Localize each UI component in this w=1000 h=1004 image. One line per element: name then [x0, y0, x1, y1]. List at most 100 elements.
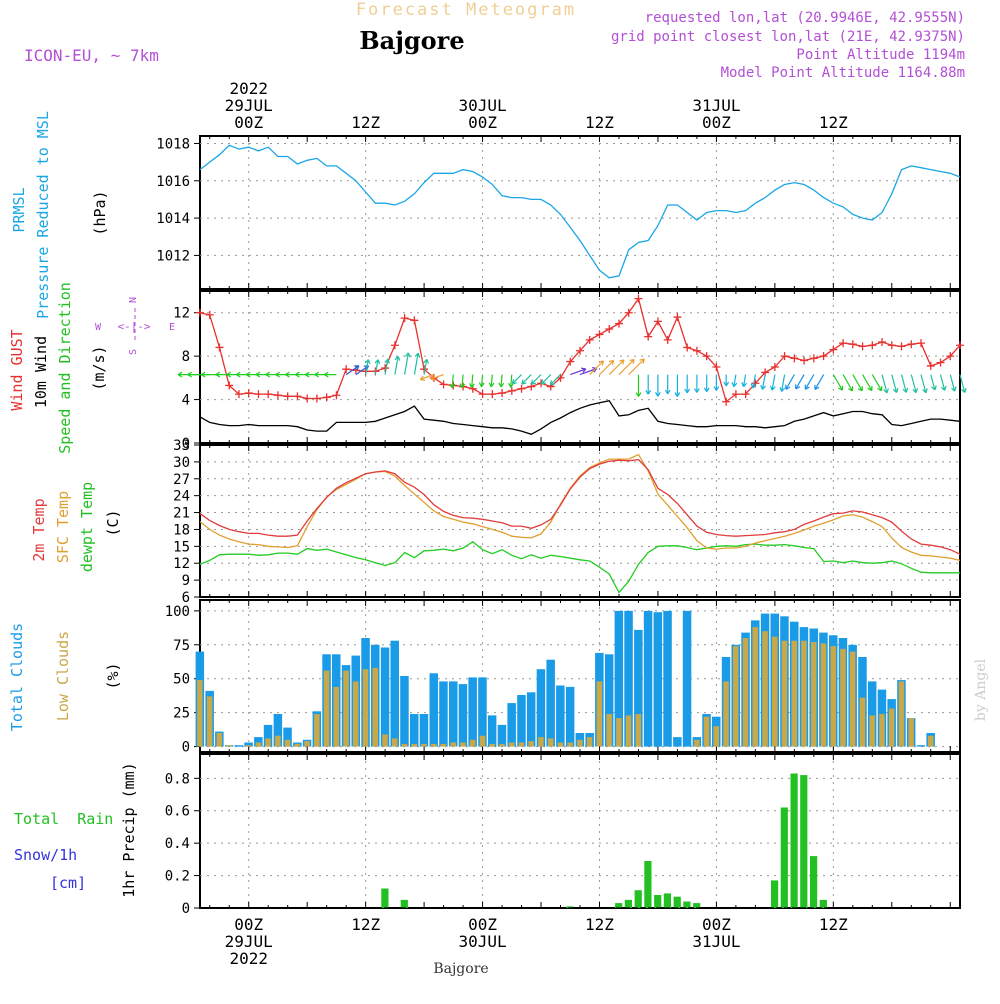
time-label-top: 00Z [234, 113, 263, 132]
gust-marker [741, 390, 750, 399]
gust-marker [264, 390, 273, 399]
cloud-bar-total [400, 676, 409, 747]
wind-direction-arrow [618, 358, 635, 376]
cloud-bar-low [489, 743, 495, 747]
gust-marker [585, 335, 594, 344]
y-tick-label: 1014 [156, 211, 190, 227]
cloud-bar-total [478, 677, 487, 747]
cloud-bar-low [372, 667, 378, 747]
y-tick-label: 21 [173, 506, 190, 522]
wind-direction-arrow [419, 374, 435, 381]
cloud-bar-low [440, 743, 447, 747]
time-label-bottom: 2022 [229, 949, 268, 968]
wind-direction-arrow [920, 374, 928, 394]
wind-direction-arrow [741, 374, 748, 388]
gust-marker [293, 392, 302, 401]
cloud-bar-low [450, 742, 456, 747]
wind-direction-arrow [871, 374, 883, 392]
wind-direction-arrow [814, 374, 825, 391]
rain-snow-label: Snow/1h [14, 846, 77, 864]
cloud-bar-low [382, 734, 388, 747]
wind-direction-arrow [769, 374, 776, 391]
rain-bar [819, 899, 827, 908]
gust-marker [215, 343, 224, 352]
y-tick-label: 8 [182, 349, 190, 365]
model-label: ICON-EU, ~ 7km [24, 46, 159, 65]
cloud-bar-low [343, 670, 349, 747]
cloud-bar-low [927, 735, 934, 747]
gust-marker [498, 389, 507, 398]
cloud-bar-low [820, 643, 827, 747]
cloud-bar-low [431, 743, 437, 747]
wind-direction-arrow [664, 374, 671, 395]
gust-marker [342, 365, 351, 374]
cloud-bar-low [713, 726, 719, 747]
model-altitude: Model Point Altitude 1164.88m [721, 65, 965, 81]
cloud-bar-low [314, 714, 320, 747]
wind-direction-arrow [345, 365, 360, 376]
panel-frame [199, 753, 961, 909]
cloud-bar-low [616, 718, 622, 747]
rain-bar [654, 895, 662, 908]
cloud-bar-total [283, 727, 292, 747]
cloud-bar-low [197, 680, 203, 747]
cloud-bar-low [255, 742, 262, 747]
cloud-bar-low [625, 715, 632, 747]
gust-marker [576, 346, 584, 355]
cloud-bar-low [888, 708, 895, 747]
cloud-bar-total [867, 681, 877, 747]
wind-direction-arrow [713, 374, 720, 391]
wind-direction-arrow [723, 374, 730, 387]
panel-4: 0 25 50 75 100 [165, 599, 961, 756]
temp-dew-label: dewpt Temp [78, 482, 96, 572]
gust-marker [907, 340, 916, 349]
panel-2: 0 4 8 12 [173, 290, 967, 452]
cloud-bar-total [536, 669, 546, 747]
clouds-unit: (%) [104, 662, 122, 689]
gust-marker [936, 358, 945, 367]
rain-bar [790, 773, 798, 908]
cloud-bar-total [526, 692, 536, 747]
time-label-bottom: 00Z [234, 915, 263, 934]
gust-marker [829, 345, 838, 354]
wind-direction-arrow [703, 374, 710, 393]
cloud-bar-total [507, 703, 516, 747]
time-label-top: 2022 [229, 79, 268, 98]
time-label-bottom: 00Z [702, 915, 731, 934]
cloud-bar-low [323, 670, 330, 747]
gust-marker [303, 394, 312, 403]
cloud-bar-total [429, 673, 438, 747]
pressure-label-msl: Pressure Reduced to MSL [34, 111, 52, 319]
cloud-bar-low [879, 714, 885, 747]
cloud-bar-low [284, 739, 291, 747]
cloud-bar-total [439, 681, 448, 747]
gust-marker [400, 314, 409, 323]
cloud-bar-low [811, 642, 817, 747]
cloud-bar-low [245, 745, 252, 747]
gust-marker [381, 364, 390, 373]
cloud-bar-low [479, 735, 486, 747]
point-altitude: Point Altitude 1194m [796, 47, 965, 63]
cloud-bar-low [606, 714, 612, 747]
cloud-bar-total [517, 695, 526, 747]
rain-bar [400, 899, 408, 908]
gust-marker [848, 340, 857, 349]
wind-direction-arrow [413, 352, 421, 375]
gust-marker [878, 338, 887, 347]
y-tick-label: 25 [173, 706, 190, 722]
gust-marker [819, 352, 828, 361]
pressure-label-prmsl: PRMSL [10, 187, 28, 232]
compass-n: N [128, 297, 139, 303]
wind-unit: (m/s) [90, 345, 108, 390]
wind-direction-arrow [785, 374, 795, 390]
wind-direction-arrow [364, 359, 371, 375]
wind-gust-label: Wind GUST [8, 329, 26, 410]
cloud-bar-total [458, 684, 468, 747]
gust-marker [244, 389, 253, 398]
wind-direction-arrow [804, 374, 815, 390]
time-label-bottom: 30JUL [458, 932, 506, 951]
rain-bar [566, 906, 574, 908]
clouds-total-label: Total Clouds [8, 623, 26, 731]
cloud-bar-low [781, 640, 788, 747]
panel-5: 0 0.2 0.4 0.6 0.8 [165, 753, 961, 917]
